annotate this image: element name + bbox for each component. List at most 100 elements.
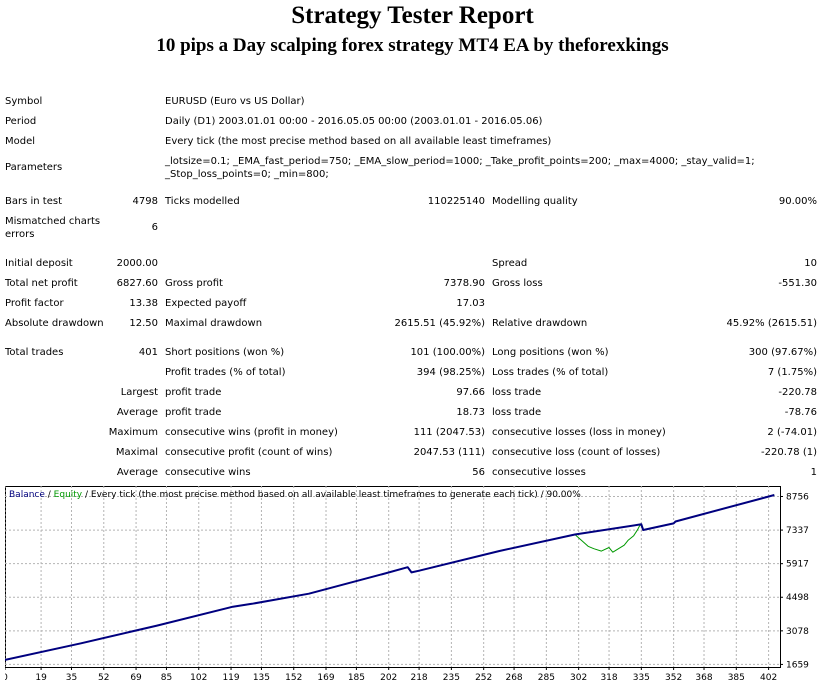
x-tick-label: 235 [443,673,460,683]
maximal-profit-value: 2047.53 (111) [413,447,485,458]
x-tick-label: 85 [161,673,172,683]
symbol-label: Symbol [5,96,43,107]
avg-cons-wins-value: 56 [472,467,485,478]
maximal-loss-value: -220.78 (1) [761,447,817,458]
avg-cons-losses-label: consecutive losses [492,467,586,478]
report-title: Strategy Tester Report [291,2,534,29]
max-drawdown-value: 2615.51 (45.92%) [394,318,485,329]
x-tick-label: 69 [130,673,142,683]
long-positions-value: 300 (97.67%) [748,347,817,358]
max-cons-losses-value: 2 (-74.01) [767,427,817,438]
net-profit-value: 6827.60 [116,278,158,289]
y-tick-label: 8756 [786,493,809,503]
report-subtitle: 10 pips a Day scalping forex strategy MT… [156,35,669,56]
x-tick-label: 102 [190,673,207,683]
expected-payoff-label: Expected payoff [165,298,247,309]
abs-drawdown-value: 12.50 [129,318,158,329]
max-cons-losses-label: consecutive losses (loss in money) [492,427,666,438]
x-tick-label: 268 [505,673,522,683]
profit-factor-value: 13.38 [129,298,158,309]
short-positions-value: 101 (100.00%) [410,347,485,358]
gross-profit-label: Gross profit [165,278,223,289]
x-tick-label: 285 [538,673,555,683]
balance-line [5,494,775,661]
y-tick-label: 1659 [786,660,809,670]
x-tick-label: 402 [760,673,777,683]
x-tick-label: 0 [5,673,8,683]
chart-legend: Balance / Equity / Every tick (the most … [9,490,581,500]
profit-factor-label: Profit factor [5,298,64,309]
model-label: Model [5,136,36,147]
x-tick-label: 352 [665,673,682,683]
spread-value: 10 [804,258,817,269]
initial-deposit-label: Initial deposit [5,258,73,269]
x-tick-label: 119 [222,673,239,683]
average-2-label: Average [116,467,158,478]
legend-equity: Equity [53,490,83,500]
x-tick-label: 169 [317,673,334,683]
legend-description: / Every tick (the most precise method ba… [82,490,581,500]
loss-trades-value: 7 (1.75%) [767,367,817,378]
largest-loss-label: loss trade [492,387,542,398]
spread-label: Spread [492,258,528,269]
plot-area [5,486,781,668]
quality-label: Modelling quality [492,196,578,207]
x-tick-label: 385 [728,673,745,683]
symbol-value: EURUSD (Euro vs US Dollar) [165,96,305,107]
legend-separator: / [44,490,54,500]
y-tick-label: 4498 [786,593,809,603]
mismatch-label-1: Mismatched charts [5,216,101,227]
x-tick-label: 185 [348,673,365,683]
avg-cons-losses-value: 1 [810,467,817,478]
largest-profit-label: profit trade [165,387,222,398]
max-drawdown-label: Maximal drawdown [165,318,263,329]
avg-cons-wins-label: consecutive wins [165,467,251,478]
balance-equity-chart: 0 19 35 52 69 85 102 119 135 152 169 185 202 218 235 25… [5,486,820,683]
largest-profit-value: 97.66 [456,387,485,398]
largest-loss-value: -220.78 [778,387,817,398]
total-trades-value: 401 [138,347,158,358]
gross-profit-value: 7378.90 [443,278,485,289]
parameters-label: Parameters [5,162,63,173]
quality-value: 90.00% [778,196,817,207]
x-tick-label: 302 [570,673,587,683]
period-label: Period [5,116,37,127]
maximal-profit-label: consecutive profit (count of wins) [165,447,333,458]
expected-payoff-value: 17.03 [456,298,485,309]
bars-label: Bars in test [5,196,62,207]
x-tick-label: 218 [410,673,427,683]
parameters-line-1: _lotsize=0.1; _EMA_fast_period=750; _EMA… [165,156,755,167]
x-tick-label: 152 [285,673,302,683]
largest-label: Largest [120,387,158,398]
model-value: Every tick (the most precise method base… [165,136,552,147]
gross-loss-value: -551.30 [778,278,817,289]
ticks-value: 110225140 [427,196,485,207]
x-tick-label: 135 [253,673,270,683]
initial-deposit-value: 2000.00 [116,258,158,269]
y-tick-label: 5917 [786,560,809,570]
maximal-label: Maximal [115,447,158,458]
mismatch-label-2: errors [5,229,35,240]
max-cons-wins-value: 111 (2047.53) [413,427,485,438]
y-tick-label: 7337 [786,526,809,536]
mismatch-value: 6 [151,222,158,233]
average-label: Average [116,407,158,418]
x-tick-label: 19 [35,673,47,683]
ticks-label: Ticks modelled [165,196,240,207]
x-tick-label: 35 [66,673,77,683]
maximum-label: Maximum [108,427,158,438]
rel-drawdown-value: 45.92% (2615.51) [726,318,817,329]
maximal-loss-label: consecutive loss (count of losses) [492,447,661,458]
parameters-line-2: _Stop_loss_points=0; _min=800; [165,169,329,180]
x-tick-label: 202 [380,673,397,683]
chart-svg: 0 19 35 52 69 85 102 119 135 152 169 185 202 218 235 25… [5,486,809,683]
x-tick-label: 52 [98,673,109,683]
average-profit-label: profit trade [165,407,222,418]
loss-trades-label: Loss trades (% of total) [492,367,609,378]
average-loss-label: loss trade [492,407,542,418]
long-positions-label: Long positions (won %) [492,347,609,358]
x-tick-label: 318 [600,673,617,683]
y-tick-label: 3078 [786,627,809,637]
abs-drawdown-label: Absolute drawdown [5,318,104,329]
bars-value: 4798 [132,196,158,207]
